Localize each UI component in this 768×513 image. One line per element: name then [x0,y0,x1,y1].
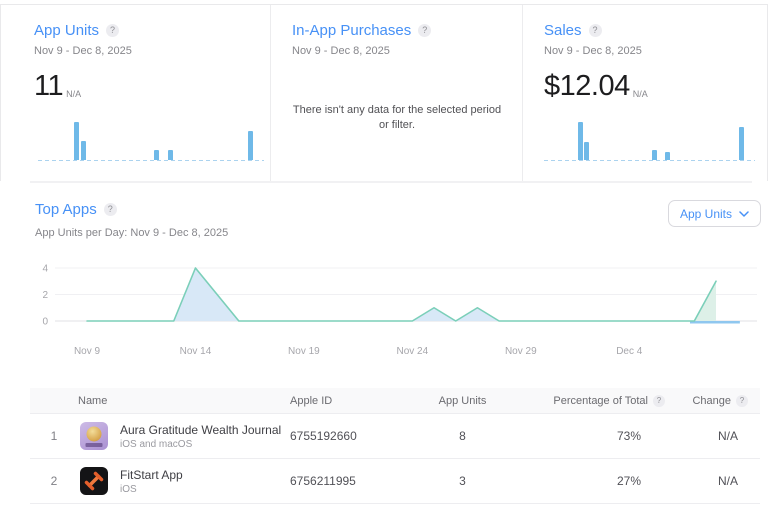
change-cell: N/A [717,429,738,443]
top-apps-subtitle: App Units per Day: Nov 9 - Dec 8, 2025 [35,227,229,239]
in-app-purchases-card: In-App Purchases ? Nov 9 - Dec 8, 2025 T… [271,5,523,181]
app-units-cell: 3 [459,474,466,488]
app-units-date-range: Nov 9 - Dec 8, 2025 [34,45,132,57]
table-row[interactable]: 2 FitStart App iOS 6756211995 3 27% N/A [30,459,760,504]
svg-text:Nov 19: Nov 19 [288,346,320,357]
column-header-change: Change [692,394,731,407]
top-apps-title[interactable]: Top Apps [35,201,97,218]
metric-dropdown[interactable]: App Units [667,200,761,227]
in-app-purchases-card-title[interactable]: In-App Purchases [292,22,412,39]
app-units-cell: 8 [459,429,466,443]
column-header-app-units: App Units [438,394,487,407]
app-name[interactable]: FitStart App [120,467,183,482]
help-icon[interactable]: ? [106,24,120,37]
percentage-cell: 73% [616,429,641,443]
row-rank: 2 [50,474,58,488]
app-platforms: iOS and macOS [120,438,193,450]
sales-change-badge: N/A [632,89,648,99]
chevron-down-icon [739,210,749,217]
app-platforms: iOS [120,483,137,495]
change-cell: N/A [717,474,738,488]
app-units-value: 11 [34,70,64,102]
sales-card: Sales ? Nov 9 - Dec 8, 2025 $12.04 N/A [523,5,767,181]
apple-id-value: 6756211995 [290,474,356,488]
top-apps-area-chart: 0 2 4 Nov 9 Nov 14 Nov 19 Nov 24 Nov 29 Dec 4 [42,264,757,357]
row-rank: 1 [50,429,58,443]
help-icon[interactable]: ? [418,24,432,37]
apple-id-value: 6755192660 [290,429,357,443]
metric-dropdown-label: App Units [679,206,732,221]
svg-text:0: 0 [42,317,48,328]
app-units-card: App Units ? Nov 9 - Dec 8, 2025 11 N/A [1,5,271,181]
svg-text:Nov 14: Nov 14 [180,346,212,357]
help-icon[interactable]: ? [736,394,748,407]
help-icon[interactable]: ? [653,394,665,407]
sales-date-range: Nov 9 - Dec 8, 2025 [544,45,642,57]
svg-text:Dec 4: Dec 4 [616,346,643,357]
table-header: Name Apple ID App Units Percentage of To… [30,388,760,414]
fitstart-app-icon [80,467,108,495]
app-units-sparkline [38,120,264,161]
sales-sparkline [544,120,755,161]
svg-text:Nov 29: Nov 29 [505,346,537,357]
app-name[interactable]: Aura Gratitude Wealth Journal [120,422,282,437]
column-header-percentage: Percentage of Total [553,394,648,407]
help-icon[interactable]: ? [588,24,602,37]
svg-text:Nov 9: Nov 9 [74,346,101,357]
app-units-change-badge: N/A [66,89,82,99]
sales-card-title[interactable]: Sales [544,22,582,39]
svg-text:2: 2 [42,290,48,301]
table-row[interactable]: 1 Aura Gratitude Wealth Journal iOS and … [30,414,760,459]
top-apps-table: Name Apple ID App Units Percentage of To… [30,388,760,504]
no-data-message: There isn't any data for the selected pe… [292,104,502,132]
svg-text:Nov 24: Nov 24 [397,346,429,357]
app-units-card-title[interactable]: App Units [34,22,100,39]
aura-app-icon [80,422,108,450]
metrics-summary-panel: App Units ? Nov 9 - Dec 8, 2025 11 N/A I… [0,4,768,181]
sales-value: $12.04 [544,70,630,102]
svg-text:4: 4 [42,264,48,275]
column-header-name: Name [78,394,108,407]
section-divider [30,181,752,183]
in-app-purchases-date-range: Nov 9 - Dec 8, 2025 [292,45,390,57]
percentage-cell: 27% [616,474,641,488]
help-icon[interactable]: ? [103,203,117,216]
column-header-apple-id: Apple ID [290,394,333,407]
